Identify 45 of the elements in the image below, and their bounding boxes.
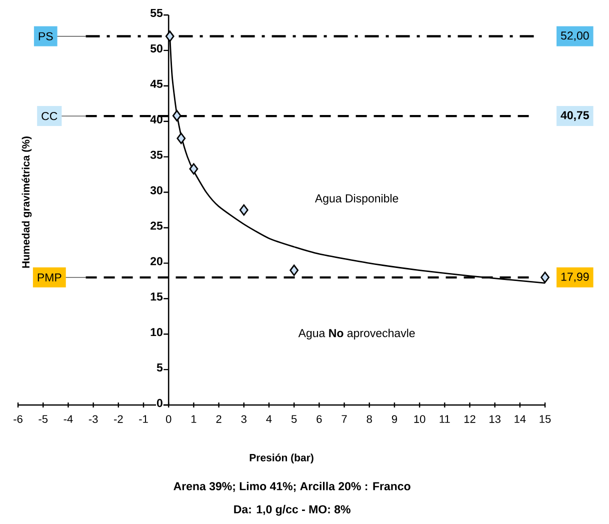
annotation: Agua Disponible — [314, 194, 398, 205]
x-tick-label: 4 — [266, 415, 272, 423]
text: Da: 1,0 g/cc - MO: 8% — [234, 504, 350, 516]
x-tick-label: 3 — [241, 415, 246, 423]
x-tick-label: 11 — [440, 415, 450, 423]
x-tick-label: 2 — [216, 415, 222, 423]
x-tick-label: -4 — [64, 415, 73, 423]
x-tick-label: -1 — [139, 415, 148, 423]
x-tick-label: 7 — [342, 415, 347, 423]
text: 17,99 — [561, 272, 589, 282]
x-tick-label: 12 — [464, 415, 476, 423]
x-tick-label: 5 — [291, 415, 297, 423]
text: 52,00 — [560, 32, 589, 42]
x-tick-label: 1 — [191, 415, 196, 423]
x-tick-label: 14 — [514, 415, 526, 423]
annotation: Agua No aprovechavle — [298, 328, 415, 340]
y-tick-label: 0 — [156, 398, 162, 408]
ref-line-label: PMP — [38, 273, 62, 282]
y-tick-label: 50 — [150, 44, 162, 53]
text: 40,75 — [560, 111, 589, 121]
x-tick-label: -6 — [14, 415, 22, 423]
x-tick-label: 8 — [366, 415, 372, 423]
ref-line-label: PS — [38, 32, 53, 40]
text: Arena 39%; Limo 41%; Arcilla 20% : Franco — [174, 482, 410, 492]
x-tick-label: 15 — [540, 415, 551, 423]
y-tick-label: 45 — [150, 80, 163, 88]
x-tick-label: 0 — [166, 415, 172, 423]
x-tick-label: 9 — [392, 415, 397, 423]
y-tick-label: 15 — [150, 292, 163, 301]
x-tick-label: 10 — [414, 415, 426, 423]
ref-line-label: CC — [42, 112, 58, 120]
y-tick-label: 5 — [156, 364, 163, 372]
x-tick-label: 13 — [490, 415, 500, 423]
y-tick-label: 55 — [150, 8, 163, 18]
y-tick-label: 20 — [150, 257, 162, 266]
x-tick-label: 6 — [316, 415, 322, 423]
y-tick-label: 10 — [150, 328, 162, 336]
y-axis-title: Humedad gravimétrica (%) — [22, 136, 32, 268]
y-tick-label: 30 — [150, 186, 162, 194]
y-tick-label: 25 — [150, 222, 163, 230]
x-tick-label: -2 — [114, 415, 123, 423]
x-tick-label: -5 — [38, 415, 48, 423]
x-tick-label: -3 — [88, 415, 98, 423]
x-axis-title: Presión (bar) — [250, 454, 314, 464]
y-tick-label: 35 — [150, 150, 163, 159]
